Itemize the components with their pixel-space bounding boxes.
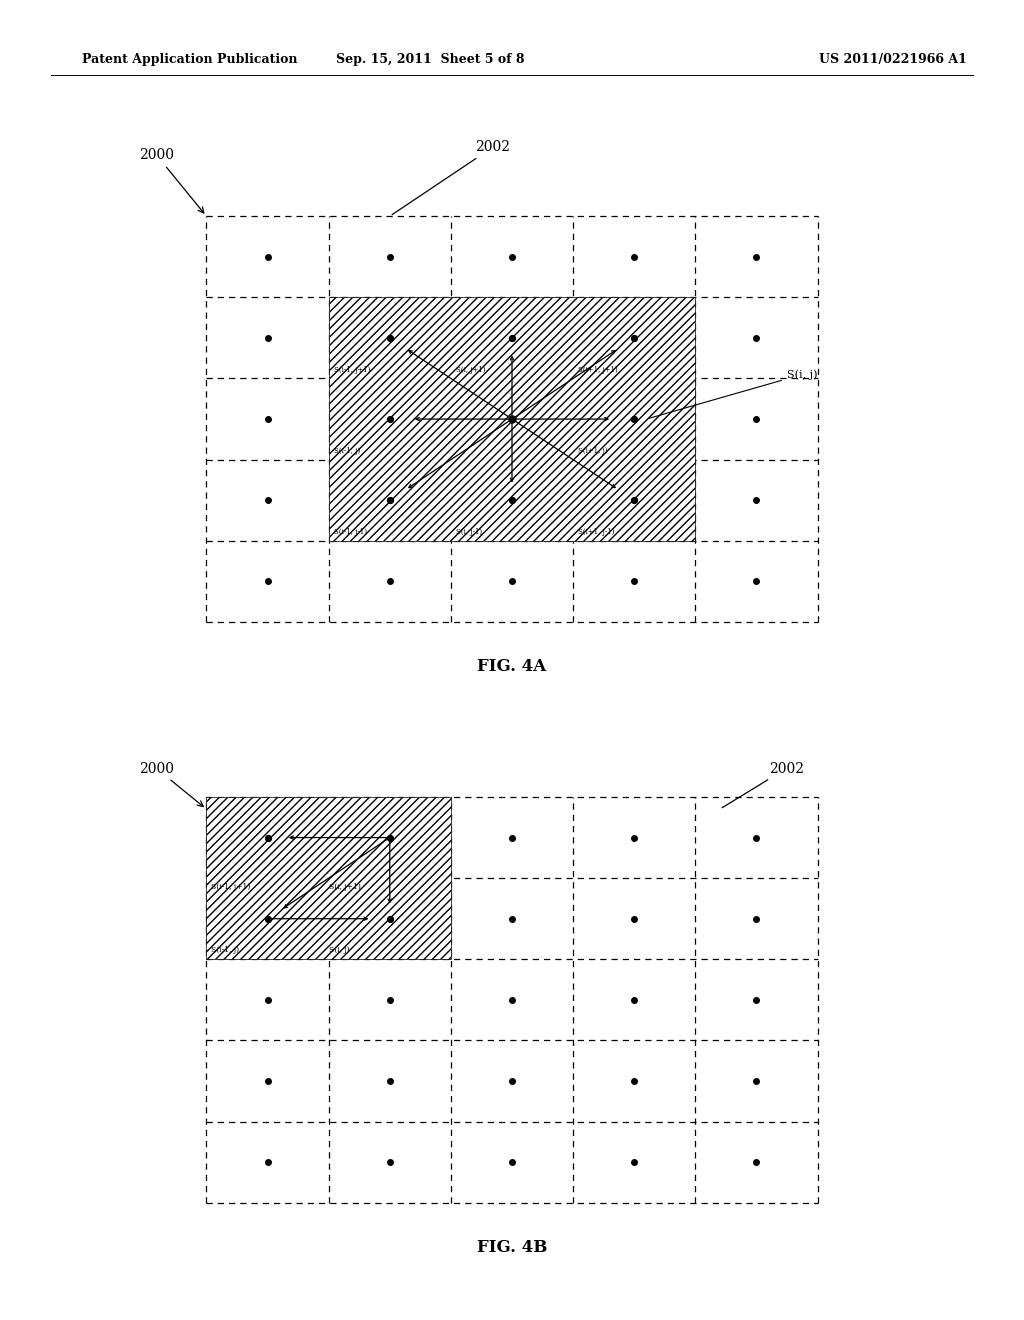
Text: 2000: 2000 [139, 762, 203, 807]
Text: FIG. 4A: FIG. 4A [477, 659, 547, 676]
Text: FIG. 4B: FIG. 4B [477, 1239, 547, 1257]
Text: S(i+1, j): S(i+1, j) [578, 446, 607, 455]
Text: S(i-1, j+1): S(i-1, j+1) [211, 883, 251, 891]
Bar [207, 797, 451, 960]
Text: S(i, j+1): S(i, j+1) [329, 883, 360, 891]
Text: S(i, j+1): S(i, j+1) [456, 366, 485, 374]
Text: S(i-1, j): S(i-1, j) [211, 946, 240, 954]
Text: Sep. 15, 2011  Sheet 5 of 8: Sep. 15, 2011 Sheet 5 of 8 [336, 53, 524, 66]
Text: US 2011/0221966 A1: US 2011/0221966 A1 [819, 53, 967, 66]
Text: Patent Application Publication: Patent Application Publication [82, 53, 297, 66]
Text: S(i-1, j): S(i-1, j) [334, 446, 359, 455]
Text: S(i+1, j-1): S(i+1, j-1) [578, 528, 614, 536]
Text: S(i+1, j+1): S(i+1, j+1) [578, 366, 617, 374]
Text: S(i-1, j-1): S(i-1, j-1) [334, 528, 367, 536]
Text: S(i-1, j+1): S(i-1, j+1) [334, 366, 370, 374]
Text: 2002: 2002 [722, 762, 804, 808]
Text: S(i, j): S(i, j) [329, 946, 349, 954]
Bar [329, 297, 695, 541]
Text: S(i, j): S(i, j) [649, 370, 817, 418]
Text: 2000: 2000 [139, 148, 204, 213]
Text: 2002: 2002 [392, 140, 510, 215]
Text: S(i, j-1): S(i, j-1) [456, 528, 482, 536]
